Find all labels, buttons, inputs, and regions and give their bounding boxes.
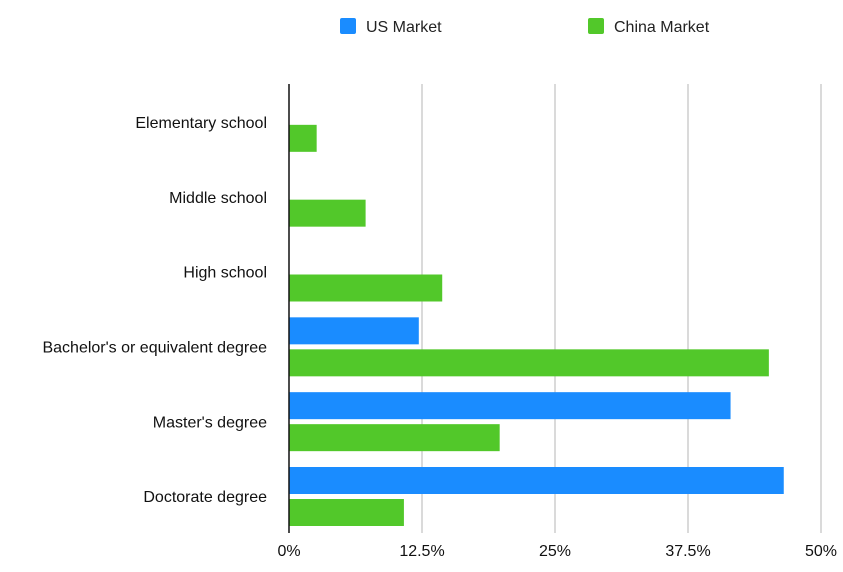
legend: US Market China Market: [340, 18, 710, 36]
category-label: Elementary school: [135, 115, 267, 132]
bar-us-market-5: [289, 467, 784, 494]
x-tick-label: 12.5%: [399, 543, 444, 560]
x-tick-labels: 0% 12.5% 25% 37.5% 50%: [277, 543, 837, 560]
legend-swatch-china-market: [588, 18, 604, 34]
bar-china-market-5: [289, 499, 404, 526]
bar-us-market-4: [289, 392, 731, 420]
bar-china-market-4: [289, 424, 500, 452]
category-label: High school: [183, 265, 267, 282]
bar-china-market-2: [289, 274, 443, 302]
category-label: Bachelor's or equivalent degree: [42, 340, 267, 357]
gridlines: [421, 84, 822, 533]
category-label: Master's degree: [153, 414, 267, 431]
x-tick-label: 50%: [805, 543, 837, 560]
category-label: Doctorate degree: [143, 489, 267, 506]
category-label: Middle school: [169, 190, 267, 207]
bar-china-market-3: [289, 349, 769, 377]
legend-swatch-us-market: [340, 18, 356, 34]
legend-label-us-market: US Market: [366, 19, 442, 36]
bar-china-market-1: [289, 199, 366, 227]
bar-china-market-0: [289, 124, 317, 152]
bar-us-market-3: [289, 317, 419, 345]
bars: [289, 124, 784, 526]
x-tick-label: 37.5%: [665, 543, 710, 560]
x-tick-label: 25%: [539, 543, 571, 560]
legend-label-china-market: China Market: [614, 19, 710, 36]
category-labels: Elementary school Middle school High schoo…: [42, 115, 267, 506]
x-tick-label: 0%: [277, 543, 300, 560]
